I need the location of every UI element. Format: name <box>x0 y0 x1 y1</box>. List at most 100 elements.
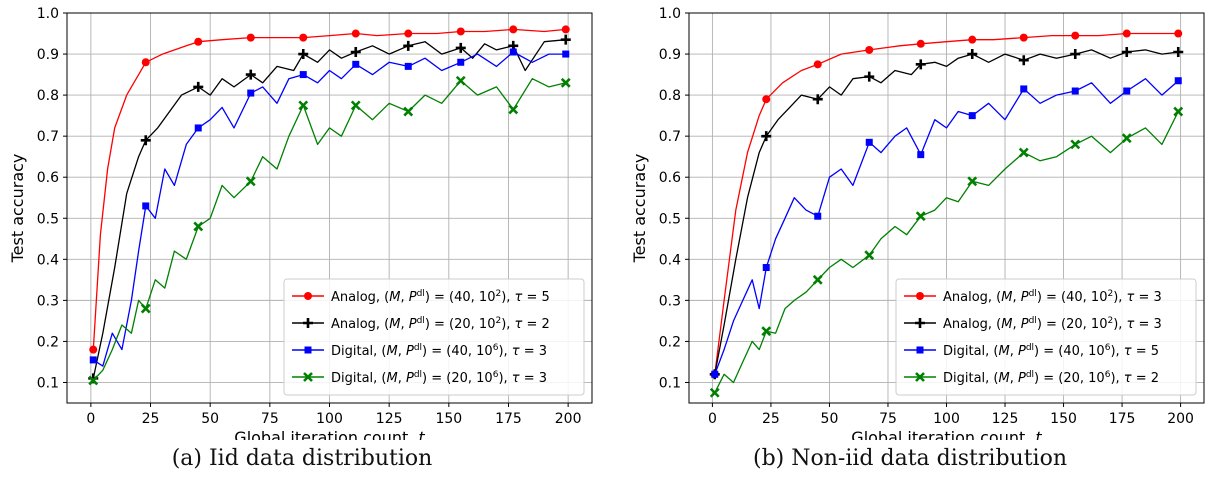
p1-legend-1-swatch-marker <box>915 318 925 328</box>
p1-series-2-point-9 <box>1174 77 1182 85</box>
p0-ytick-label-1: 0.2 <box>37 334 59 350</box>
p1-ytick-label-7: 0.8 <box>659 88 681 104</box>
p0-xtick-label-1: 25 <box>142 411 160 427</box>
caption-a: (a) Iid data distribution <box>171 446 433 471</box>
p0-series-2-point-5 <box>352 60 360 68</box>
p1-series-3-point-1 <box>761 326 772 337</box>
p1-ytick-label-3: 0.4 <box>659 252 681 268</box>
p1-series-0-point-1 <box>762 95 771 104</box>
p1-legend-0-swatch-marker <box>916 292 924 300</box>
p0-series-0-point-4 <box>299 33 308 42</box>
p0-ytick-label-6: 0.7 <box>37 129 59 145</box>
p0-ytick-label-5: 0.6 <box>37 170 59 186</box>
p0-series-0-line <box>92 28 566 350</box>
p0-series-1-point-6 <box>403 40 414 51</box>
p0-series-0-point-8 <box>509 25 518 34</box>
p1-series-2-point-0 <box>711 370 719 378</box>
p0-series-3-point-6 <box>403 106 414 117</box>
p1-xtick-label-1: 25 <box>762 411 780 427</box>
p1-ylabel: Test accuracy <box>630 154 649 264</box>
p1-xtick-label-2: 50 <box>821 411 839 427</box>
p0-legend-3-swatch-marker <box>303 372 313 382</box>
p0-legend-0-swatch-marker <box>304 292 312 300</box>
p1-series-3-point-9 <box>1173 106 1184 117</box>
p0-xtick-label-7: 175 <box>495 411 522 427</box>
p0-series-2-point-3 <box>247 89 255 97</box>
p0-ytick-label-9: 1.0 <box>37 6 59 22</box>
p1-xtick-label-7: 175 <box>1109 411 1136 427</box>
p0-legend-3-label: Digital, (M, Pdl) = (20, 106), τ = 3 <box>331 370 547 386</box>
p1-series-0-point-2 <box>813 60 822 69</box>
p1-ytick-label-5: 0.6 <box>659 170 681 186</box>
p0-series-2-point-2 <box>194 124 202 132</box>
p0-series-1-point-9 <box>560 34 571 45</box>
p0-series-1-point-3 <box>245 69 256 80</box>
p1-series-2-point-7 <box>1071 87 1079 95</box>
p1-legend-0-label: Analog, (M, Pdl) = (40, 102), τ = 3 <box>943 289 1162 305</box>
p1-series-1-line <box>714 49 1179 375</box>
p0-ytick-label-8: 0.9 <box>37 47 59 63</box>
p1-legend-2-swatch-marker <box>916 346 924 354</box>
p0-series-2-point-9 <box>562 50 570 58</box>
p0-legend-1-label: Analog, (M, Pdl) = (20, 102), τ = 2 <box>331 316 550 332</box>
p1-ytick-label-1: 0.2 <box>659 334 681 350</box>
p0-xtick-label-3: 75 <box>261 411 279 427</box>
p1-xtick-label-8: 200 <box>1167 411 1194 427</box>
p1-series-0-line <box>714 32 1179 375</box>
p1-series-1-point-6 <box>1018 55 1029 66</box>
p0-series-3-point-7 <box>455 75 466 86</box>
p0-series-2-point-4 <box>299 71 307 79</box>
p1-series-2-point-5 <box>968 112 976 120</box>
p1-series-1-point-7 <box>1070 49 1081 60</box>
p1-series-0-point-7 <box>1071 31 1080 40</box>
p0-series-0-point-6 <box>404 29 413 38</box>
p0-ytick-label-7: 0.8 <box>37 88 59 104</box>
p0-series-3-point-9 <box>560 77 571 88</box>
p0-series-2-point-7 <box>457 58 465 66</box>
p1-series-2-point-1 <box>762 264 770 272</box>
p1-xtick-label-5: 125 <box>992 411 1019 427</box>
p1-series-3-point-4 <box>915 211 926 222</box>
p0-series-0-point-7 <box>456 27 465 36</box>
p1-series-2-point-8 <box>1123 87 1131 95</box>
p0-series-3-point-3 <box>245 176 256 187</box>
p1-series-2-point-4 <box>917 151 925 159</box>
p0-ytick-label-0: 0.1 <box>37 375 59 391</box>
p1-series-0-point-8 <box>1122 29 1131 38</box>
p1-series-0-point-6 <box>1019 33 1028 42</box>
p0-xtick-label-0: 0 <box>86 411 95 427</box>
p0-series-1-point-4 <box>298 49 309 60</box>
p0-legend-0-label: Analog, (M, Pdl) = (40, 102), τ = 5 <box>331 289 550 305</box>
p1-xtick-label-3: 75 <box>879 411 897 427</box>
p0-ylabel: Test accuracy <box>8 154 27 264</box>
p1-series-3-point-5 <box>967 176 978 187</box>
p0-xtick-label-6: 150 <box>435 411 462 427</box>
p0-ytick-label-4: 0.5 <box>37 211 59 227</box>
p1-xtick-label-6: 150 <box>1050 411 1077 427</box>
p1-series-0-point-3 <box>865 45 874 54</box>
p1-series-3-point-0 <box>709 387 720 398</box>
p1-series-3-point-7 <box>1070 139 1081 150</box>
p0-series-1-point-1 <box>140 135 151 146</box>
chart-panel-a: 0 25 50 75 100 125 150 175 200 0.1 0.2 0.3 0.4 0.5 0.6… <box>8 6 593 440</box>
p1-series-1-point-8 <box>1121 47 1132 57</box>
caption-b: (b) Non-iid data distribution <box>753 446 1067 471</box>
p0-series-3-point-4 <box>298 100 309 111</box>
p0-series-2-point-0 <box>89 356 97 364</box>
p0-series-3-point-1 <box>140 303 151 314</box>
p0-series-3-point-5 <box>350 100 361 111</box>
p0-series-0-point-2 <box>194 37 203 46</box>
p1-legend-3-label: Digital, (M, Pdl) = (20, 106), τ = 2 <box>943 370 1159 386</box>
p1-series-1-point-4 <box>915 59 926 70</box>
p0-series-0-point-5 <box>351 29 360 38</box>
p0-series-0-point-3 <box>246 33 255 42</box>
p0-series-0-point-0 <box>89 345 98 354</box>
p0-series-1-point-7 <box>455 42 466 53</box>
p0-series-3-point-2 <box>193 221 204 232</box>
p1-series-0-point-9 <box>1174 29 1183 38</box>
p1-series-1-point-2 <box>812 94 823 105</box>
p1-series-1-point-9 <box>1173 47 1184 57</box>
p0-xtick-label-2: 50 <box>201 411 219 427</box>
chart-panel-b: 0 25 50 75 100 125 150 175 200 0.1 0.2 0.3 0.4 0.5 0.6… <box>630 6 1205 440</box>
p1-ytick-label-0: 0.1 <box>659 375 681 391</box>
